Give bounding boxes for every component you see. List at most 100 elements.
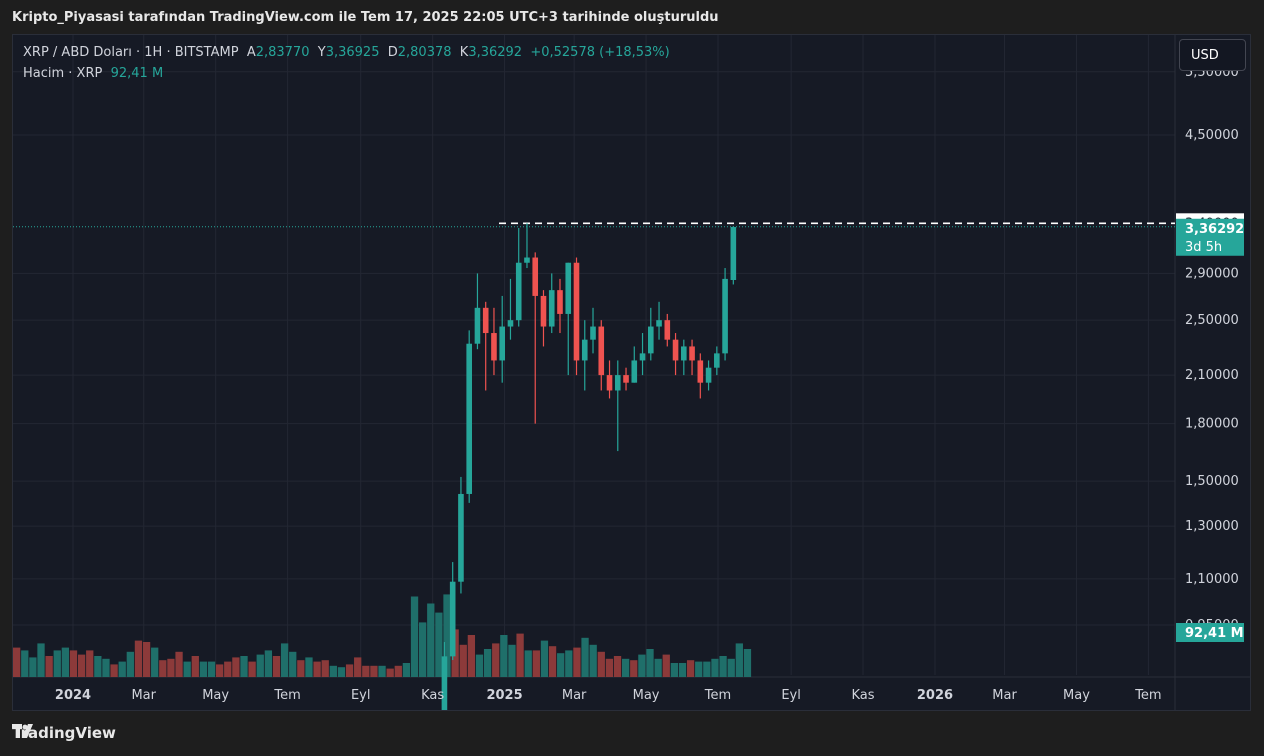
volume-bar (548, 646, 557, 677)
symbol-name[interactable]: XRP / ABD Doları · 1H · BITSTAMP (23, 45, 239, 60)
x-tick-label: Tem (273, 688, 300, 703)
volume-bar (321, 660, 329, 677)
low-label: D (387, 45, 398, 60)
tradingview-logo-icon (12, 724, 33, 738)
volume-bar (53, 650, 61, 677)
candle-body (441, 656, 448, 710)
volume-bar (459, 644, 467, 677)
x-tick-label: Mar (562, 688, 587, 703)
candle-body (598, 326, 605, 376)
tradingview-footer: TradingView (12, 724, 116, 742)
volume-bar (216, 664, 224, 677)
volume-bar (21, 650, 29, 677)
volume-bar (743, 649, 752, 677)
volume-bar (670, 663, 679, 677)
candle-body (491, 333, 497, 361)
y-tick-label: 2,10000 (1185, 368, 1239, 383)
high-label: Y (317, 45, 326, 60)
candle-body (449, 581, 456, 657)
volume-bar (297, 660, 305, 677)
volume-bar (183, 661, 191, 677)
currency-button[interactable]: USD (1179, 39, 1246, 71)
x-tick-label: 2025 (486, 688, 522, 703)
chart-caption: Kripto_Piyasasi tarafından TradingView.c… (12, 10, 719, 25)
price-label-text: 3,36292 (1185, 222, 1244, 237)
low-value: 2,80378 (397, 45, 452, 60)
volume-bar (467, 635, 476, 677)
volume-bar (354, 657, 362, 677)
x-tick-label: May (633, 688, 660, 703)
close-label: K (459, 45, 469, 60)
candle-body (581, 339, 588, 361)
volume-bar (345, 664, 354, 677)
volume-bar (126, 651, 134, 677)
volume-bar (329, 665, 337, 677)
volume-bar (191, 656, 199, 677)
volume-bar (435, 612, 443, 677)
volume-bar (719, 656, 727, 677)
candle-body (548, 290, 555, 327)
candle-body (689, 346, 695, 361)
volume-bar (735, 643, 743, 677)
volume-bar (492, 643, 500, 677)
volume-bar (386, 668, 394, 677)
volume-bar (118, 661, 126, 677)
volume-bar (305, 657, 313, 677)
candle-body (656, 320, 662, 327)
candle-body (499, 326, 506, 361)
volume-bar (378, 665, 386, 677)
volume-bar (110, 664, 118, 677)
volume-bar (686, 660, 695, 677)
volume-bar (483, 649, 492, 677)
candle-body (573, 262, 580, 361)
y-tick-label: 2,50000 (1185, 313, 1239, 328)
price-chart[interactable]: 5,500004,500002,900002,500002,100001,800… (13, 35, 1250, 710)
volume-bar (337, 667, 346, 677)
candle-body (606, 375, 613, 391)
volume-bar (605, 658, 614, 677)
y-tick-label: 1,50000 (1185, 474, 1239, 489)
volume-bar (524, 650, 532, 677)
candle-body (532, 257, 539, 296)
volume-bar (37, 643, 45, 677)
volume-bar (362, 665, 370, 677)
candle-body (614, 375, 621, 391)
candle-body (639, 353, 646, 361)
volume-bar (45, 656, 53, 677)
volume-bar (508, 644, 516, 677)
volume-bar (573, 647, 581, 677)
y-tick-label: 1,10000 (1185, 572, 1239, 587)
volume-bar (13, 647, 21, 677)
volume-bar (224, 661, 232, 677)
volume-bar (240, 656, 248, 677)
volume-bar (662, 654, 670, 677)
candle-body (730, 227, 737, 281)
countdown-label-text: 3d 5h (1185, 240, 1222, 255)
volume-bar (264, 650, 273, 677)
volume-bar (646, 649, 654, 677)
chart-frame[interactable]: 5,50000 4,50000 2,90000 2,50000 2,10000 1,800… (12, 34, 1251, 711)
open-value: 2,83770 (255, 45, 310, 60)
x-tick-label: Eyl (781, 688, 801, 703)
volume-bar (29, 657, 37, 677)
y-tick-label: 1,30000 (1185, 519, 1239, 534)
volume-bar (589, 644, 597, 677)
volume-bar (638, 654, 646, 677)
volume-bar (134, 640, 143, 677)
volume-bar (77, 654, 86, 677)
legend-volume-row: Hacim · XRP 92,41 M (23, 66, 670, 87)
x-tick-label: 2024 (55, 688, 91, 703)
volume-bar (703, 661, 711, 677)
x-tick-label: Kas (421, 688, 444, 703)
legend-symbol-row: XRP / ABD Doları · 1H · BITSTAMP A2,8377… (23, 45, 670, 66)
x-tick-label: 2026 (917, 688, 953, 703)
volume-value: 92,41 M (110, 66, 164, 81)
volume-label[interactable]: Hacim · XRP (23, 66, 103, 81)
volume-bar (142, 642, 151, 677)
candle-body (474, 307, 481, 344)
candle-body (482, 307, 489, 334)
candle-body (672, 339, 679, 361)
candle-body (697, 360, 704, 383)
x-tick-label: May (1063, 688, 1090, 703)
candle-body (515, 262, 522, 321)
